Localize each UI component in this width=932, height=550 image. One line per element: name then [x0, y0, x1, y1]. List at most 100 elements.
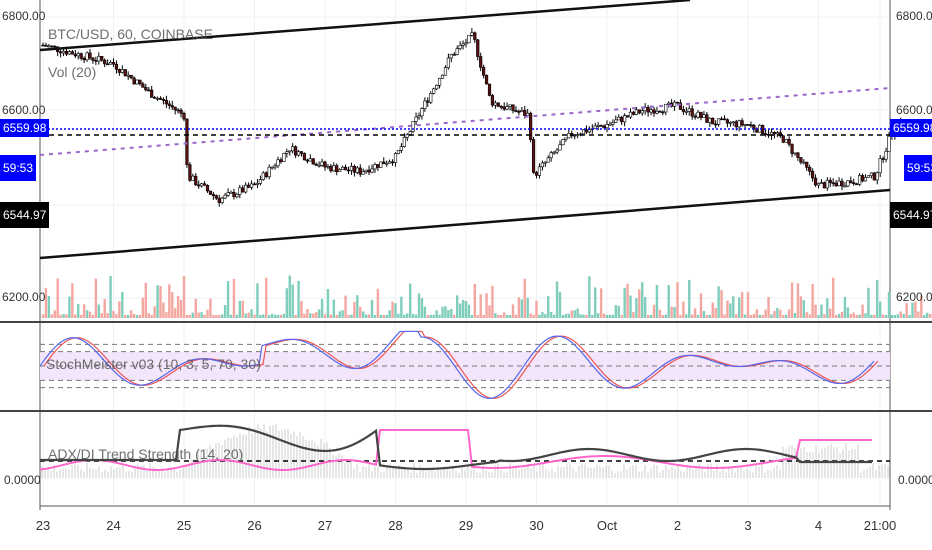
volume-bar — [908, 314, 911, 318]
volume-bar — [808, 314, 811, 318]
candle-body — [273, 165, 277, 168]
volume-bar — [473, 283, 477, 318]
candle-body — [620, 116, 624, 123]
x-tick-label: 30 — [529, 518, 544, 533]
volume-bar — [599, 288, 603, 318]
volume-bar — [215, 314, 218, 318]
volume-bar — [611, 314, 615, 318]
volume-bar — [444, 306, 447, 318]
candle-body — [740, 120, 744, 126]
volume-bar — [212, 314, 215, 318]
volume-bar — [124, 314, 127, 318]
volume-bar — [220, 314, 224, 318]
volume-bar — [182, 276, 186, 318]
volume-bar — [502, 312, 506, 318]
candle-body — [866, 175, 871, 178]
volume-bar — [561, 314, 565, 318]
volume-bar — [338, 311, 341, 318]
volume-bar — [658, 309, 662, 318]
volume-bar — [867, 287, 870, 318]
candle-body — [531, 139, 536, 173]
volume-bar — [41, 314, 45, 318]
volume-bar — [837, 313, 841, 318]
candle-body — [555, 149, 559, 153]
candle-body — [816, 183, 821, 186]
right-axis-6600: 6600.00 — [896, 103, 932, 117]
candle-body — [317, 164, 321, 167]
candle-body — [508, 104, 512, 107]
x-tick-label: 27 — [317, 518, 333, 533]
volume-bar — [594, 287, 597, 318]
volume-bar — [450, 309, 453, 318]
candle-body — [614, 119, 618, 123]
candle-body — [114, 63, 119, 70]
volume-bar — [306, 308, 309, 318]
candle-body — [323, 161, 327, 168]
volume-bar — [291, 284, 294, 318]
volume-bar — [861, 304, 864, 318]
candle-body — [526, 112, 530, 116]
volume-bar — [115, 314, 118, 318]
candle-body — [311, 158, 315, 165]
volume-bar — [802, 300, 806, 318]
candle-body — [775, 132, 779, 135]
candle-body — [784, 139, 788, 143]
volume-bar — [385, 314, 388, 318]
candle-body — [320, 161, 324, 166]
volume-bar — [344, 295, 347, 318]
candle-body — [417, 115, 421, 118]
volume-bar — [203, 314, 206, 318]
candle-body — [132, 77, 136, 85]
volume-bar — [141, 297, 145, 318]
volume-bar — [726, 300, 729, 318]
volume-bar — [126, 314, 130, 318]
volume-bar — [276, 314, 280, 318]
candle-body — [414, 116, 418, 122]
volume-bar — [97, 304, 101, 318]
volume-bar — [359, 306, 362, 318]
volume-bar — [629, 295, 632, 318]
candle-body — [514, 110, 518, 112]
volume-bar — [109, 276, 112, 318]
candle-body — [379, 161, 383, 168]
volume-bar — [511, 304, 515, 318]
volume-bar — [917, 311, 920, 318]
candle-body — [364, 169, 368, 172]
candle-body — [291, 146, 295, 152]
volume-bar — [197, 312, 200, 318]
volume-bar — [896, 314, 900, 318]
volume-bar — [826, 298, 829, 318]
volume-bar — [56, 278, 59, 318]
volume-bar — [596, 313, 600, 318]
candle-body — [790, 143, 794, 154]
candle-body — [208, 190, 213, 195]
candle-body — [781, 135, 785, 143]
candle-body — [855, 183, 859, 186]
volume-bar — [317, 309, 321, 318]
volume-bar — [746, 292, 750, 318]
volume-bar — [129, 310, 133, 318]
candle-body — [238, 187, 242, 195]
volume-bar — [714, 307, 717, 318]
candle-body — [279, 159, 283, 162]
candle-body — [843, 185, 847, 188]
candle-body — [799, 157, 803, 163]
volume-bar — [397, 313, 400, 318]
volume-bar — [417, 293, 421, 318]
candle-body — [355, 167, 359, 173]
volume-bar — [538, 314, 541, 318]
volume-bar — [729, 303, 732, 318]
candle-body — [67, 51, 72, 55]
candle-body — [684, 110, 688, 113]
candle-body — [543, 161, 547, 164]
volume-bar — [379, 314, 383, 318]
candle-body — [863, 177, 868, 182]
candle-body — [73, 53, 77, 57]
volume-bar — [685, 314, 688, 318]
volume-bar — [655, 285, 659, 318]
symbol-legend: BTC/USD, 60, COINBASE — [48, 26, 213, 42]
volume-bar — [573, 310, 576, 318]
volume-bar — [752, 314, 756, 318]
